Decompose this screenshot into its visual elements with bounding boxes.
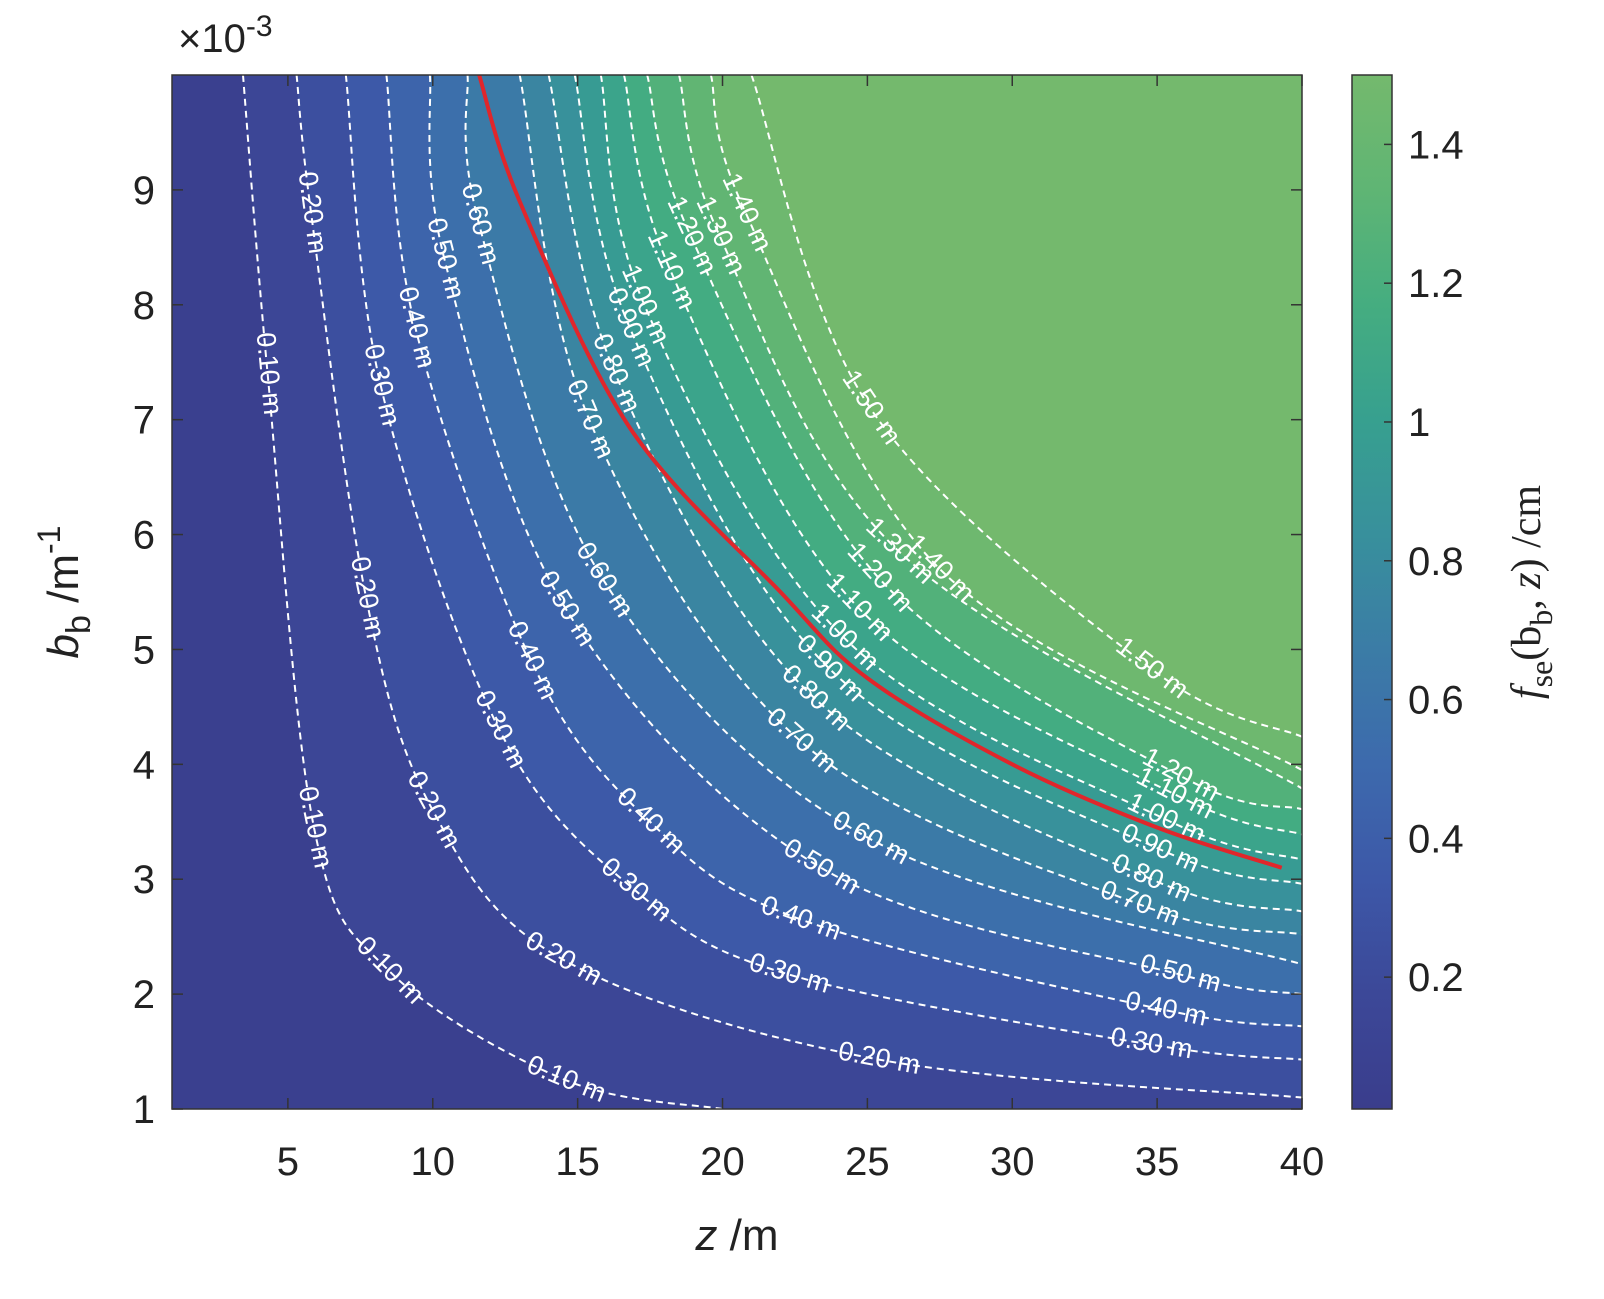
contour-line — [623, 75, 1302, 836]
colorbar-label: fse(bb, z) /cm — [1504, 485, 1559, 699]
x-tick-label: 25 — [845, 1140, 890, 1184]
colorbar-tick-label: 0.8 — [1408, 540, 1464, 584]
contour-line — [678, 75, 1302, 790]
y-axis-label: bb /m-1 — [31, 526, 98, 659]
x-tick-label: 35 — [1135, 1140, 1180, 1184]
colorbar-tick-label: 0.6 — [1408, 679, 1464, 723]
contour-line — [385, 75, 1302, 1028]
contour-line — [344, 75, 1302, 1061]
x-tick-label: 15 — [555, 1140, 600, 1184]
y-tick-label: 5 — [133, 628, 155, 672]
y-tick-label: 8 — [133, 284, 155, 328]
plot-frame — [171, 74, 1303, 1110]
y-tick-label: 9 — [133, 169, 155, 213]
contour-line — [573, 75, 1302, 885]
plot-area: 0.10 m0.10 m0.10 m0.10 m0.20 m0.20 m0.20… — [172, 75, 1302, 1109]
x-tick-label: 10 — [411, 1140, 456, 1184]
x-tick-label: 40 — [1280, 1140, 1325, 1184]
colorbar-tick-label: 1.2 — [1408, 262, 1464, 306]
x-axis-label: z /m — [694, 1211, 778, 1260]
y-tick-label: 7 — [133, 399, 155, 443]
y-tick-label: 4 — [133, 743, 155, 787]
contour-line — [750, 75, 1302, 738]
contour-line — [464, 75, 1302, 966]
y-tick-label: 3 — [133, 858, 155, 902]
x-tick-label: 30 — [990, 1140, 1035, 1184]
contour-line — [547, 75, 1302, 913]
contour-line — [428, 75, 1302, 996]
x-tick-label: 20 — [700, 1140, 745, 1184]
red-curve — [477, 75, 1283, 870]
contour-line — [295, 75, 1302, 1099]
colorbar-tick-label: 0.2 — [1408, 956, 1464, 1000]
colorbar-tick-label: 1 — [1408, 401, 1430, 445]
x-tick-label: 5 — [277, 1140, 299, 1184]
y-tick-label: 2 — [133, 973, 155, 1017]
contour-line — [518, 75, 1302, 936]
colorbar — [1351, 74, 1393, 1110]
colorbar-tick-label: 1.4 — [1408, 123, 1464, 167]
y-multiplier: ×10-3 — [178, 10, 273, 61]
contour-line — [599, 75, 1302, 861]
contour-line — [241, 75, 723, 1109]
colorbar-tick-label: 0.4 — [1408, 817, 1464, 861]
contour-line — [709, 75, 1302, 771]
y-tick-label: 6 — [133, 514, 155, 558]
y-tick-label: 1 — [133, 1088, 155, 1132]
